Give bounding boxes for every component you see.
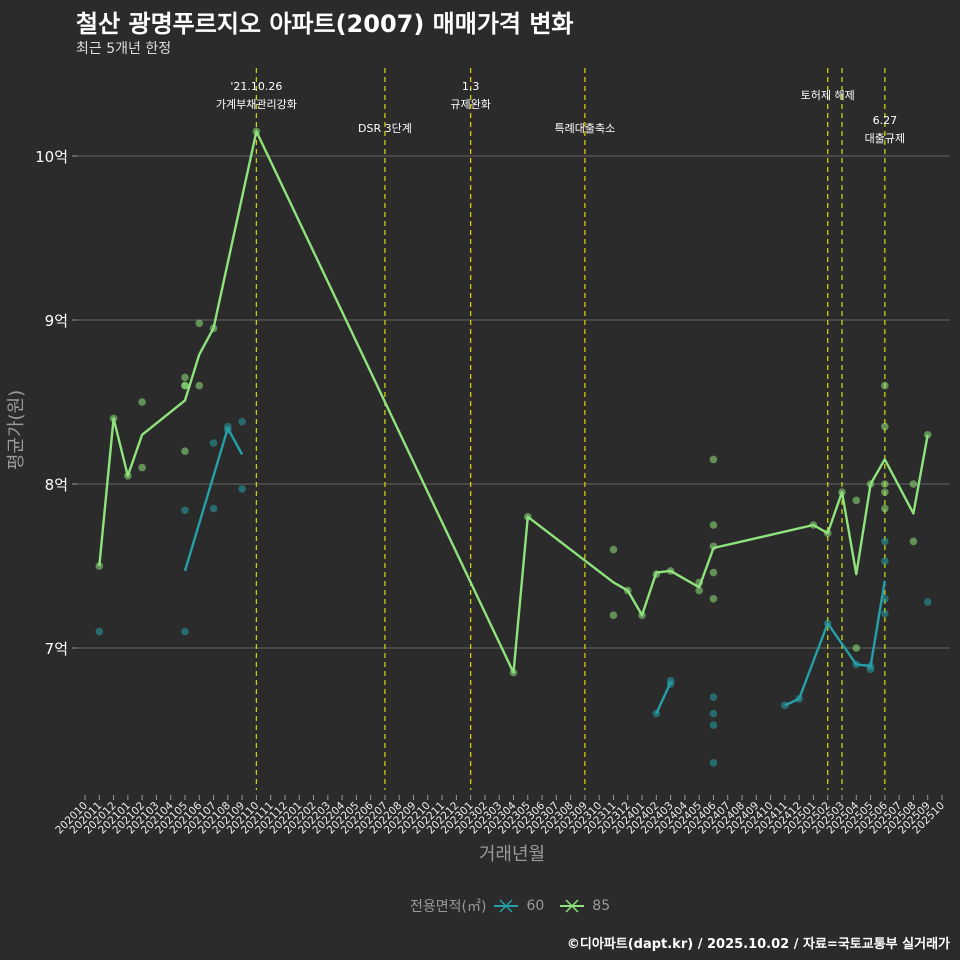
event-label: '21.10.26 <box>230 80 282 93</box>
y-axis-title: 평균가(원) <box>6 390 27 470</box>
data-point-60 <box>881 557 889 565</box>
chart-title: 철산 광명푸르지오 아파트(2007) 매매가격 변화 <box>76 10 574 38</box>
legend-label-85: 85 <box>592 898 611 914</box>
data-point-85 <box>881 488 889 497</box>
data-point-85 <box>138 463 146 472</box>
data-point-85 <box>609 611 618 619</box>
data-point-60 <box>709 693 718 701</box>
event-label: 규제완화 <box>450 98 490 111</box>
data-point-85 <box>609 545 618 554</box>
data-point-85 <box>138 398 146 406</box>
event-label: DSR 3단계 <box>358 122 412 135</box>
data-point-60 <box>209 439 218 447</box>
data-point-60 <box>709 709 718 718</box>
data-point-85 <box>195 381 204 390</box>
data-point-85 <box>95 562 104 570</box>
data-point-85 <box>709 521 718 529</box>
data-point-60 <box>209 504 218 513</box>
data-point-85 <box>181 381 189 390</box>
event-label: 가계부채관리강화 <box>216 98 297 111</box>
data-point-85 <box>195 319 204 328</box>
data-point-85 <box>852 644 861 652</box>
y-tick-label: 9억 <box>45 312 68 330</box>
event-label: 6.27 <box>873 114 898 127</box>
data-point-85 <box>881 504 889 513</box>
data-point-85 <box>881 381 889 390</box>
chart-subtitle: 최근 5개년 한정 <box>76 41 172 57</box>
data-point-85 <box>709 595 718 603</box>
series-line-60 <box>655 681 672 715</box>
data-point-60 <box>923 598 932 606</box>
data-point-85 <box>909 480 918 488</box>
data-point-85 <box>181 447 189 456</box>
data-point-60 <box>709 759 718 767</box>
x-axis-title: 거래년월 <box>479 844 545 865</box>
series-line-60 <box>784 580 886 707</box>
legend-title: 전용면적(㎡) <box>410 899 487 915</box>
data-point-60 <box>881 609 889 618</box>
y-tick-label: 10억 <box>35 148 68 166</box>
legend-label-60: 60 <box>526 898 545 914</box>
data-point-85 <box>852 496 861 505</box>
event-label: 토허제 해제 <box>801 88 855 102</box>
data-point-60 <box>709 721 718 729</box>
series-line-85 <box>98 130 929 674</box>
y-tick-label: 7억 <box>45 640 68 658</box>
series-line-60 <box>183 427 244 572</box>
data-point-60 <box>238 485 246 493</box>
data-point-85 <box>709 455 718 464</box>
event-label: 1.3 <box>462 80 480 93</box>
data-point-85 <box>881 422 889 431</box>
data-point-60 <box>881 537 889 546</box>
data-point-85 <box>709 568 718 577</box>
data-point-85 <box>181 373 189 382</box>
legend: 전용면적(㎡) 60 85 <box>410 896 610 916</box>
data-point-85 <box>909 537 918 546</box>
data-point-60 <box>666 677 675 685</box>
data-point-60 <box>181 506 189 515</box>
data-point-85 <box>695 586 703 595</box>
data-point-60 <box>181 627 189 636</box>
legend-key-85-icon <box>560 899 585 913</box>
event-label: 특례대출축소 <box>555 122 616 135</box>
data-point-60 <box>866 665 875 674</box>
data-point-60 <box>95 627 104 636</box>
legend-key-60-icon <box>494 899 519 913</box>
event-label: 대출규제 <box>865 132 905 145</box>
y-tick-label: 8억 <box>45 476 68 494</box>
data-point-85 <box>881 480 889 488</box>
data-point-60 <box>238 417 246 426</box>
source-caption: ©디아파트(dapt.kr) / 2025.10.02 / 자료=국토교통부 실… <box>566 937 950 952</box>
